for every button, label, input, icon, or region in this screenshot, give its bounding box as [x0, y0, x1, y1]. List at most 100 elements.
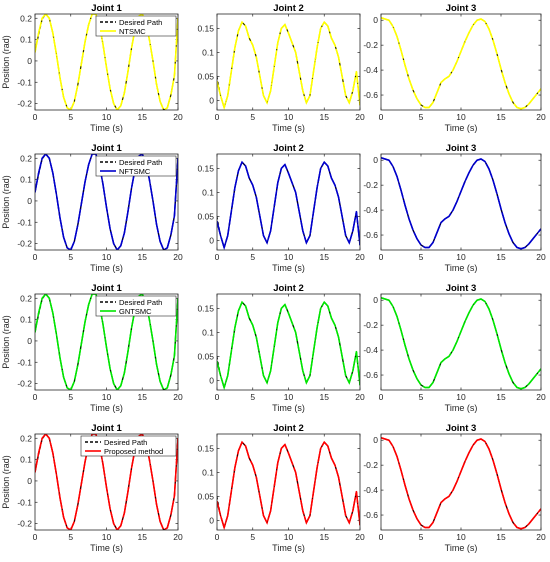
y-axis-label: Position (rad) — [1, 455, 11, 509]
axes-box — [380, 293, 542, 391]
y-tick-label: 0 — [27, 476, 32, 486]
legend-series-label: Proposed method — [104, 447, 163, 456]
subplot-r3-joint-2: Joint 2 0 5 10 15 20 0 0.05 0.1 0.15 Time (s) — [197, 283, 365, 413]
y-tick-label: 0.05 — [197, 491, 214, 501]
axes-box — [216, 293, 361, 391]
x-tick-label: 5 — [68, 532, 73, 542]
x-tick-label: 5 — [419, 252, 424, 262]
x-tick-label: 5 — [68, 252, 73, 262]
plot-area — [217, 154, 360, 250]
subplot-title: Joint 1 — [91, 3, 122, 14]
legend-box — [80, 435, 177, 457]
subplot-title: Joint 3 — [446, 3, 477, 14]
series-line-overlay — [217, 160, 360, 250]
x-axis-label: Time (s) — [90, 543, 123, 553]
subplot-title: Joint 3 — [446, 143, 477, 154]
subplot-title: Joint 3 — [446, 283, 477, 294]
y-tick-label: 0.05 — [197, 71, 214, 81]
subplot-title: Joint 1 — [91, 283, 122, 294]
plot-area — [217, 14, 360, 110]
y-tick-label: -0.2 — [17, 519, 32, 529]
axes-box — [216, 433, 361, 531]
y-tick-label: -0.2 — [17, 99, 32, 109]
y-tick-label: 0.2 — [20, 433, 32, 443]
x-tick-label: 10 — [456, 532, 466, 542]
x-tick-label: 0 — [33, 252, 38, 262]
y-tick-label: 0 — [27, 196, 32, 206]
x-tick-label: 5 — [68, 392, 73, 402]
series-line-overlay — [35, 434, 178, 530]
x-tick-label: 15 — [496, 252, 506, 262]
plot-area — [381, 14, 541, 110]
y-tick-label: 0.1 — [20, 35, 32, 45]
y-tick-label: 0.15 — [197, 443, 214, 453]
x-axis-label: Time (s) — [445, 263, 478, 273]
axes-box — [34, 293, 179, 391]
y-tick-label: -0.2 — [363, 40, 378, 50]
x-tick-label: 10 — [102, 532, 112, 542]
series-line-overlay — [35, 154, 178, 250]
legend-series-label: NTSMC — [119, 27, 146, 36]
y-tick-label: -0.6 — [363, 90, 378, 100]
x-tick-label: 20 — [536, 252, 546, 262]
legend-desired-label: Desired Path — [104, 438, 147, 447]
y-tick-label: 0 — [373, 295, 378, 305]
x-tick-label: 5 — [419, 532, 424, 542]
subplot-title: Joint 2 — [273, 143, 304, 154]
x-axis-label: Time (s) — [272, 123, 305, 133]
x-tick-label: 10 — [284, 252, 294, 262]
x-tick-label: 20 — [536, 392, 546, 402]
subplot-title: Joint 1 — [91, 423, 122, 434]
y-tick-label: -0.2 — [17, 239, 32, 249]
y-tick-label: 0.1 — [20, 175, 32, 185]
subplot-title: Joint 1 — [91, 143, 122, 154]
subplot-r1-joint-2: Joint 2 0 5 10 15 20 0 0.05 0.1 0.15 Time (s) — [197, 3, 365, 133]
x-tick-label: 0 — [215, 532, 220, 542]
y-tick-label: 0.1 — [202, 187, 214, 197]
x-tick-label: 10 — [284, 532, 294, 542]
subplot-title: Joint 3 — [446, 423, 477, 434]
y-tick-label: 0 — [373, 15, 378, 25]
x-tick-label: 10 — [456, 392, 466, 402]
y-tick-label: 0.2 — [20, 293, 32, 303]
subplot-r4-joint-3: Joint 3 0 5 10 15 20 -0.6 -0.4 -0.2 0 Time (s) — [363, 423, 546, 553]
y-tick-label: -0.6 — [363, 510, 378, 520]
x-tick-label: 20 — [355, 392, 365, 402]
axes-box — [34, 153, 179, 251]
x-tick-label: 20 — [355, 532, 365, 542]
x-tick-label: 15 — [320, 392, 330, 402]
y-tick-label: -0.6 — [363, 370, 378, 380]
y-tick-label: 0.15 — [197, 303, 214, 313]
x-tick-label: 20 — [355, 252, 365, 262]
y-tick-label: -0.4 — [363, 65, 378, 75]
y-tick-label: -0.2 — [363, 460, 378, 470]
y-tick-label: 0.15 — [197, 163, 214, 173]
subplot-r1-joint-1: Joint 1 0 5 10 15 20 -0.2 -0.1 0 0.1 0.2 Time (s) Po… — [1, 3, 183, 133]
y-tick-label: -0.2 — [17, 379, 32, 389]
x-axis-label: Time (s) — [90, 263, 123, 273]
x-tick-label: 15 — [138, 252, 148, 262]
y-tick-label: 0.1 — [202, 327, 214, 337]
plot-area — [381, 294, 541, 390]
subplot-title: Joint 2 — [273, 283, 304, 294]
x-tick-label: 5 — [250, 392, 255, 402]
y-tick-label: -0.1 — [17, 497, 32, 507]
x-tick-label: 0 — [33, 532, 38, 542]
series-line-overlay — [217, 300, 360, 390]
y-tick-label: -0.4 — [363, 485, 378, 495]
x-axis-label: Time (s) — [272, 543, 305, 553]
y-axis-label: Position (rad) — [1, 175, 11, 229]
x-tick-label: 10 — [102, 392, 112, 402]
y-tick-label: 0.1 — [20, 315, 32, 325]
x-tick-label: 15 — [138, 392, 148, 402]
y-tick-label: 0 — [209, 375, 214, 385]
y-tick-label: 0 — [27, 56, 32, 66]
x-tick-label: 10 — [456, 252, 466, 262]
x-tick-label: 5 — [250, 252, 255, 262]
x-tick-label: 20 — [173, 392, 183, 402]
x-tick-label: 0 — [379, 252, 384, 262]
legend-series-label: NFTSMC — [119, 167, 151, 176]
